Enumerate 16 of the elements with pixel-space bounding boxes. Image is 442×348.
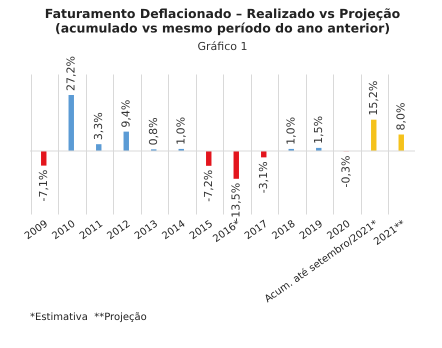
data-label: 8,0%	[394, 102, 408, 131]
chart-title: Faturamento Deflacionado – Realizado vs Projeção (acumulado vs mesmo período do ano anterior)	[44, 6, 401, 36]
chart-subtitle: Gráfico 1	[198, 40, 248, 54]
data-label: 9,4%	[119, 100, 132, 128]
data-label: -7,2%	[202, 170, 215, 202]
data-label: 0,8%	[146, 117, 160, 146]
data-label: -7,1%	[36, 170, 50, 202]
data-label: 1,0%	[284, 116, 298, 145]
data-label: -0,3%	[339, 156, 352, 188]
data-label: 27,2%	[64, 56, 78, 91]
text: *Estimativa **Projeção	[30, 312, 147, 323]
data-label: -3,1%	[256, 161, 270, 194]
data-label: 3,3%	[92, 112, 105, 140]
data-label: 15,2%	[366, 80, 380, 116]
data-label: 1,0%	[174, 116, 188, 145]
data-label: 1,5%	[312, 116, 325, 144]
